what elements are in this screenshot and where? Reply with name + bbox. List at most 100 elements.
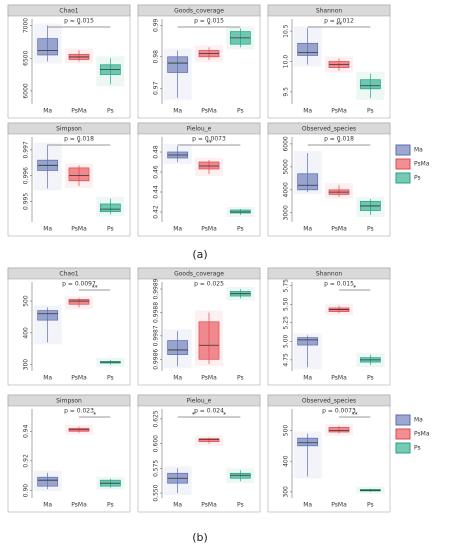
figure-label: (a) bbox=[192, 248, 207, 261]
figure-label: (b) bbox=[192, 531, 208, 544]
x-tick-label: Ma bbox=[303, 375, 312, 382]
panel-title: Goods_coverage bbox=[174, 8, 224, 15]
y-tick-label: 3000 bbox=[283, 205, 290, 220]
significance-label: * bbox=[208, 22, 211, 29]
panel-strip bbox=[267, 122, 391, 135]
p-value: p = 0.018 bbox=[64, 136, 94, 143]
panel-title: Pielou_e bbox=[187, 126, 212, 133]
box bbox=[37, 310, 59, 321]
panel-strip bbox=[137, 267, 261, 280]
y-tick-label: 500 bbox=[23, 295, 30, 307]
legend-label: Ma bbox=[414, 147, 423, 154]
legend-label: Ps bbox=[414, 175, 421, 182]
y-tick-label: 5.25 bbox=[283, 316, 290, 330]
panel-strip bbox=[137, 4, 261, 17]
panel-title: Chao1 bbox=[59, 8, 78, 15]
p-value: p = 0.018 bbox=[324, 136, 354, 143]
panel-strip bbox=[267, 267, 391, 280]
y-tick-label: 500 bbox=[283, 425, 290, 437]
x-tick-label: Ma bbox=[303, 502, 312, 509]
panel-frame bbox=[267, 267, 391, 386]
significance-label: * bbox=[93, 412, 96, 419]
y-tick-label: 9.5 bbox=[283, 87, 290, 97]
y-tick-label: 0.550 bbox=[153, 484, 160, 501]
p-value: p = 0.015 bbox=[324, 281, 354, 288]
y-tick-label: 300 bbox=[23, 359, 30, 371]
y-tick-label: 0.997 bbox=[23, 141, 30, 158]
y-tick-label: 0.575 bbox=[153, 460, 160, 477]
x-tick-label: Ps bbox=[107, 375, 114, 382]
x-tick-label: Ps bbox=[107, 108, 114, 115]
x-tick-label: Ps bbox=[367, 108, 374, 115]
panel-frame bbox=[7, 4, 131, 119]
panel-title: Shannon bbox=[316, 8, 343, 15]
y-tick-label: 400 bbox=[283, 455, 290, 467]
p-value: p = 0.0073 bbox=[322, 408, 356, 415]
x-tick-label: Ma bbox=[43, 375, 52, 382]
legend-label: PsMa bbox=[414, 431, 430, 438]
panel-title: Simpson bbox=[56, 126, 82, 133]
legend-swatch bbox=[395, 144, 411, 156]
box bbox=[198, 438, 220, 442]
significance-label: * bbox=[192, 412, 195, 419]
x-tick-label: Ma bbox=[43, 226, 52, 233]
x-tick-label: Ma bbox=[173, 226, 182, 233]
legend-swatch bbox=[395, 442, 411, 454]
panel-strip bbox=[7, 267, 131, 280]
x-tick-label: PsMa bbox=[71, 502, 87, 509]
x-tick-label: Ma bbox=[173, 502, 182, 509]
panel-frame bbox=[267, 394, 391, 513]
box bbox=[68, 167, 90, 182]
legend-label: Ps bbox=[414, 445, 421, 452]
x-tick-label: Ps bbox=[237, 375, 244, 382]
x-tick-label: Ma bbox=[173, 375, 182, 382]
x-tick-label: PsMa bbox=[201, 502, 217, 509]
significance-label: * bbox=[78, 22, 81, 29]
p-value: p = 0.015 bbox=[64, 18, 94, 25]
panel-strip bbox=[137, 122, 261, 135]
p-value: p = 0.023 bbox=[64, 408, 94, 415]
box bbox=[297, 337, 319, 346]
significance-label: ** bbox=[92, 285, 98, 292]
x-tick-label: Ma bbox=[43, 108, 52, 115]
y-tick-label: 400 bbox=[23, 327, 30, 339]
significance-label: ** bbox=[206, 140, 212, 147]
legend-swatch bbox=[395, 158, 411, 170]
y-tick-label: 7000 bbox=[23, 18, 30, 33]
x-tick-label: PsMa bbox=[331, 502, 347, 509]
y-tick-label: 0.9988 bbox=[153, 302, 160, 323]
legend-swatch bbox=[395, 428, 411, 440]
box bbox=[328, 427, 350, 433]
panel-frame bbox=[137, 394, 261, 513]
box bbox=[37, 476, 59, 487]
y-tick-label: 0.600 bbox=[153, 435, 160, 452]
panel-frame bbox=[267, 122, 391, 237]
y-tick-label: 0.44 bbox=[153, 185, 160, 199]
box bbox=[198, 321, 220, 360]
box bbox=[359, 79, 381, 90]
panel-strip bbox=[7, 4, 131, 17]
x-tick-label: PsMa bbox=[331, 375, 347, 382]
legend-label: PsMa bbox=[414, 161, 430, 168]
x-tick-label: Ps bbox=[237, 226, 244, 233]
x-tick-label: Ps bbox=[107, 502, 114, 509]
y-tick-label: 0.97 bbox=[153, 81, 160, 95]
y-tick-label: 0.98 bbox=[153, 50, 160, 64]
y-tick-label: 0.99 bbox=[153, 18, 160, 32]
y-tick-label: 10.5 bbox=[283, 24, 290, 38]
significance-label: ** bbox=[352, 412, 358, 419]
y-tick-label: 0.42 bbox=[153, 205, 160, 219]
y-tick-label: 5.00 bbox=[283, 334, 290, 348]
x-tick-label: Ps bbox=[367, 226, 374, 233]
panel-frame bbox=[7, 267, 131, 386]
y-tick-label: 6000 bbox=[23, 83, 30, 98]
box bbox=[167, 56, 189, 73]
box bbox=[167, 340, 189, 355]
box bbox=[229, 472, 251, 479]
x-tick-label: Ps bbox=[107, 226, 114, 233]
p-value: p = 0.012 bbox=[324, 18, 354, 25]
y-tick-label: 4000 bbox=[283, 182, 290, 197]
x-tick-label: PsMa bbox=[71, 108, 87, 115]
y-tick-label: 0.9987 bbox=[153, 325, 160, 346]
significance-label: * bbox=[223, 412, 226, 419]
